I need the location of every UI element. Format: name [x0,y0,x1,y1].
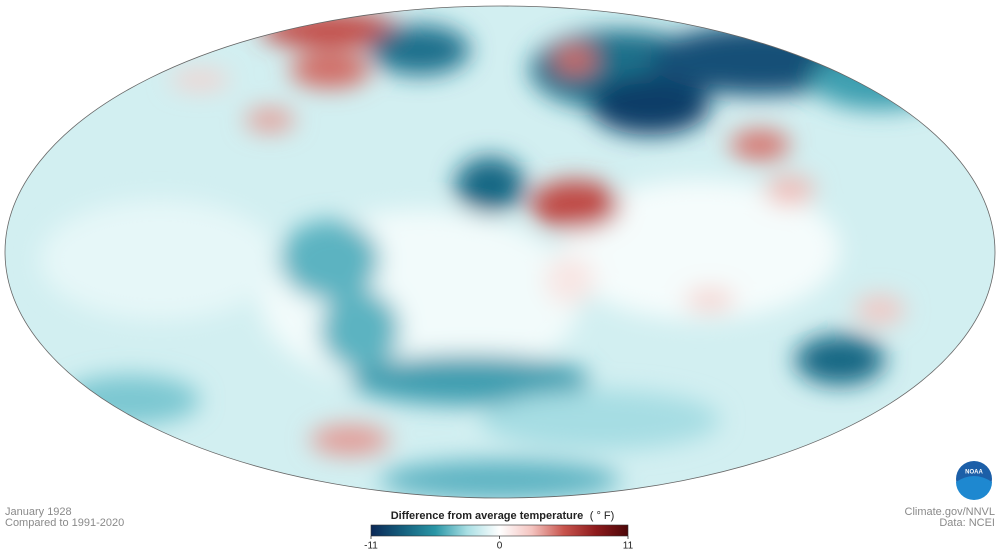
logo-text: NOAA [965,470,983,476]
legend-tick-label: 0 [497,541,503,552]
baseline: Compared to 1991-2020 [5,517,124,529]
date: January 1928 [5,506,72,518]
anomaly-map [5,6,995,498]
credit: Climate.gov/NNVL [905,506,995,518]
legend-tick-label: -11 [364,541,378,552]
legend-tick-label: 11 [623,541,634,552]
noaa-logo: NOAA [956,461,992,500]
map-outline [4,5,996,499]
source: Data: NCEI [939,517,995,529]
color-bar [370,524,629,537]
legend-unit: ( ° F) [590,510,615,522]
legend-title: Difference from average temperature [391,510,584,522]
